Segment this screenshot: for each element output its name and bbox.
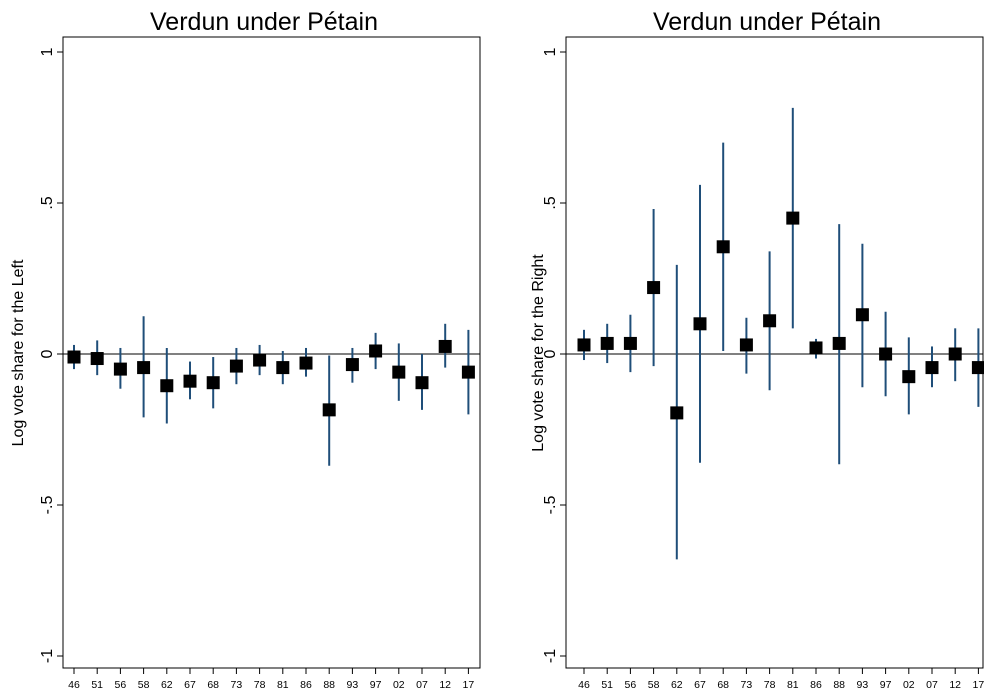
left-chart-point-estimate [229, 359, 243, 373]
left-chart-point-estimate [206, 376, 220, 390]
right-chart-x-tick-label: 78 [764, 679, 776, 691]
left-chart-x-tick-label: 73 [231, 679, 243, 691]
left-chart-x-tick-label: 17 [463, 679, 475, 691]
left-chart-x-tick-label: 56 [115, 679, 127, 691]
left-chart-point-estimate [253, 353, 267, 367]
right-chart-y-tick-label: -1 [542, 649, 559, 663]
right-chart-point-estimate [623, 336, 637, 350]
left-chart-x-tick-label: 78 [254, 679, 266, 691]
right-chart-x-tick-label: 81 [787, 679, 799, 691]
right-chart-plot-frame [565, 36, 984, 669]
left-chart-x-tick-label: 12 [439, 679, 451, 691]
right-chart-point-estimate [971, 361, 984, 375]
right-chart-x-tick-label: 62 [671, 679, 683, 691]
left-chart-x-tick-label: 93 [347, 679, 359, 691]
left-chart-x-tick-label: 67 [184, 679, 196, 691]
right-chart-x-tick-label: 97 [880, 679, 892, 691]
right-chart-x-tick-label: 46 [578, 679, 590, 691]
right-chart-x-tick-label: 51 [601, 679, 613, 691]
left-chart-point-estimate [90, 352, 104, 366]
right-chart-x-tick-label: 68 [717, 679, 729, 691]
left-chart-y-ticks: 1 .5 0 -.5 -1 [39, 47, 63, 663]
right-chart-point-estimate [577, 338, 591, 352]
left-chart-point-estimate [369, 344, 383, 358]
left-chart-x-tick-label: 97 [370, 679, 382, 691]
right-chart-x-tick-label: 88 [833, 679, 845, 691]
left-chart-x-tick-label: 86 [300, 679, 312, 691]
right-chart-x-ticks: 46 51 56 58 62 67 68 73 78 81 86 88 93 97 02 07 12 17 [578, 668, 984, 691]
right-chart-x-tick-label: 12 [949, 679, 961, 691]
right-chart-x-tick-label: 86 [810, 679, 822, 691]
left-chart-x-tick-label: 51 [91, 679, 103, 691]
right-chart-y-axis-label: Log vote share for the Right [530, 254, 547, 452]
right-chart-point-estimate [763, 314, 777, 328]
right-chart-x-tick-label: 73 [741, 679, 753, 691]
left-chart-point-estimate [322, 403, 336, 417]
left-chart-marks [67, 316, 475, 466]
left-chart-point-estimate [183, 374, 197, 388]
right-chart-point-estimate [809, 341, 823, 355]
left-chart-x-tick-label: 88 [323, 679, 335, 691]
right-chart-point-estimate [670, 406, 684, 420]
left-chart-point-estimate [113, 362, 127, 376]
right-chart-point-estimate [948, 347, 962, 361]
left-chart-point-estimate [137, 361, 151, 375]
left-chart-x-tick-label: 68 [207, 679, 219, 691]
left-chart-y-tick-label: -1 [39, 649, 56, 663]
left-chart-point-estimate [438, 339, 452, 353]
left-chart-point-estimate [461, 365, 475, 379]
left-chart-y-tick-label: 1 [39, 47, 56, 56]
left-chart-point-estimate [299, 356, 313, 370]
left-chart-x-tick-label: 46 [68, 679, 80, 691]
left-chart-x-tick-label: 07 [416, 679, 428, 691]
right-chart-x-tick-label: 17 [973, 679, 984, 691]
right-chart-panel: Verdun under Pétain Log vote share for t… [530, 8, 984, 691]
left-chart-point-estimate [345, 358, 359, 372]
right-chart-x-tick-label: 56 [625, 679, 637, 691]
left-chart-x-tick-label: 62 [161, 679, 173, 691]
left-chart-panel: Verdun under Pétain Log vote share for t… [10, 8, 481, 691]
right-chart-point-estimate [693, 317, 707, 331]
left-chart-point-estimate [276, 361, 290, 375]
right-chart-point-estimate [832, 336, 846, 350]
right-chart-point-estimate [902, 370, 916, 384]
right-chart-point-estimate [647, 281, 661, 295]
right-chart-x-tick-label: 67 [694, 679, 706, 691]
left-chart-x-tick-label: 58 [138, 679, 150, 691]
right-chart-point-estimate [786, 211, 800, 225]
right-chart-y-tick-label: -.5 [542, 496, 559, 515]
left-chart-title: Verdun under Pétain [150, 8, 378, 36]
left-chart-point-estimate [415, 376, 429, 390]
left-chart-x-tick-label: 81 [277, 679, 289, 691]
left-chart-x-ticks: 46 51 56 58 62 67 68 73 78 81 86 88 93 97 02 07 12 17 [68, 668, 474, 691]
right-chart-x-tick-label: 58 [648, 679, 660, 691]
left-chart-point-estimate [67, 350, 81, 364]
right-chart-x-tick-label: 02 [903, 679, 915, 691]
right-chart-title: Verdun under Pétain [653, 8, 881, 36]
right-chart-y-ticks: 1 .5 0 -.5 -1 [542, 47, 566, 663]
left-chart-point-estimate [160, 379, 174, 393]
right-chart-y-tick-label: 0 [542, 349, 559, 358]
right-chart-point-estimate [716, 240, 730, 254]
left-chart-y-axis-label: Log vote share for the Left [10, 259, 27, 446]
right-chart-y-tick-label: 1 [542, 47, 559, 56]
left-chart-x-tick-label: 02 [393, 679, 405, 691]
right-chart-point-estimate [739, 338, 753, 352]
right-chart-point-estimate [879, 347, 893, 361]
right-chart-point-estimate [600, 336, 614, 350]
left-chart-plot-frame [62, 36, 481, 669]
right-chart-point-estimate [855, 308, 869, 322]
right-chart-point-estimate [925, 361, 939, 375]
right-chart-x-tick-label: 93 [857, 679, 869, 691]
right-chart-x-tick-label: 07 [926, 679, 938, 691]
left-chart-y-tick-label: .5 [39, 196, 56, 209]
right-chart-marks [577, 107, 984, 560]
left-chart-y-tick-label: -.5 [39, 496, 56, 515]
right-chart-y-tick-label: .5 [542, 196, 559, 209]
left-chart-y-tick-label: 0 [39, 349, 56, 358]
left-chart-point-estimate [392, 365, 406, 379]
